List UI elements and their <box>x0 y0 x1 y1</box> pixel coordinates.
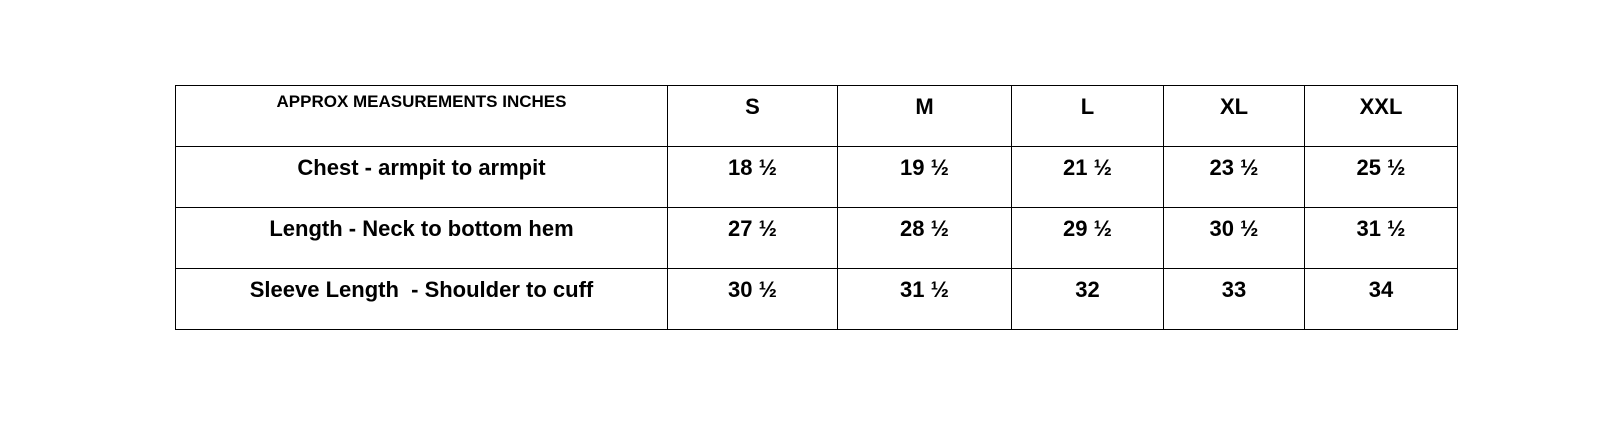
header-label: APPROX MEASUREMENTS INCHES <box>175 85 668 147</box>
row-label: Sleeve Length - Shoulder to cuff <box>175 268 668 330</box>
size-header: S <box>667 85 838 147</box>
cell: 28 ½ <box>837 207 1012 269</box>
size-chart-table: APPROX MEASUREMENTS INCHES S M L XL XXL … <box>175 85 1458 330</box>
size-header: XL <box>1163 85 1305 147</box>
cell: 23 ½ <box>1163 146 1305 208</box>
cell: 31 ½ <box>837 268 1012 330</box>
table-row: Length - Neck to bottom hem 27 ½ 28 ½ 29… <box>175 207 1458 269</box>
cell: 31 ½ <box>1304 207 1458 269</box>
cell: 32 <box>1011 268 1164 330</box>
cell: 29 ½ <box>1011 207 1164 269</box>
cell: 19 ½ <box>837 146 1012 208</box>
cell: 25 ½ <box>1304 146 1458 208</box>
header-row: APPROX MEASUREMENTS INCHES S M L XL XXL <box>175 85 1458 147</box>
cell: 27 ½ <box>667 207 838 269</box>
table-row: Chest - armpit to armpit 18 ½ 19 ½ 21 ½ … <box>175 146 1458 208</box>
cell: 30 ½ <box>1163 207 1305 269</box>
size-header: L <box>1011 85 1164 147</box>
table-row: Sleeve Length - Shoulder to cuff 30 ½ 31… <box>175 268 1458 330</box>
cell: 30 ½ <box>667 268 838 330</box>
cell: 33 <box>1163 268 1305 330</box>
cell: 34 <box>1304 268 1458 330</box>
row-label: Chest - armpit to armpit <box>175 146 668 208</box>
size-header: M <box>837 85 1012 147</box>
row-label: Length - Neck to bottom hem <box>175 207 668 269</box>
cell: 18 ½ <box>667 146 838 208</box>
size-header: XXL <box>1304 85 1458 147</box>
cell: 21 ½ <box>1011 146 1164 208</box>
